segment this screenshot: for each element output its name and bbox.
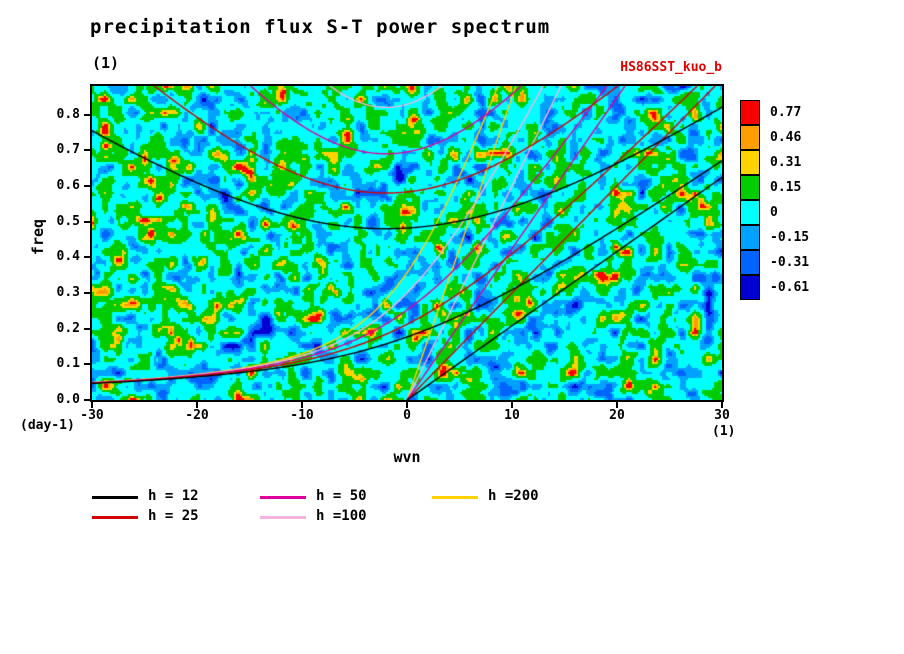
- run-label: HS86SST_kuo_b: [620, 60, 722, 75]
- colorbar-label: -0.31: [770, 255, 810, 270]
- plot-title: precipitation flux S-T power spectrum: [90, 16, 551, 38]
- y-tick-label: 0.6: [56, 177, 80, 193]
- x-tick-mark: [196, 402, 198, 408]
- x-axis-unit: (1): [712, 424, 736, 439]
- y-tick-mark: [84, 363, 90, 366]
- x-tick-label: -10: [290, 408, 314, 423]
- plot-subtitle: (1): [92, 54, 120, 72]
- colorbar-swatch: [740, 175, 760, 200]
- legend-line: [432, 496, 478, 499]
- x-tick-mark: [406, 402, 408, 408]
- x-tick-label: -30: [80, 408, 104, 423]
- y-tick-label: 0.3: [56, 284, 80, 300]
- colorbar-label: -0.61: [770, 280, 810, 295]
- y-tick-mark: [84, 327, 90, 330]
- colorbar-swatch: [740, 100, 760, 125]
- colorbar-swatch: [740, 200, 760, 225]
- colorbar: 0.77 0.46 0.31 0.15 0 -0.15 -0.31 -0.61: [740, 100, 880, 300]
- colorbar-swatch: [740, 125, 760, 150]
- y-tick-mark: [84, 113, 90, 116]
- y-tick-label: 0.4: [56, 249, 80, 265]
- colorbar-swatch: [740, 225, 760, 250]
- legend-label: h = 50: [316, 488, 367, 504]
- legend-line: [92, 516, 138, 519]
- x-tick-label: 10: [504, 408, 520, 423]
- legend-line: [260, 516, 306, 519]
- legend-line: [92, 496, 138, 499]
- colorbar-entry: -0.31: [740, 250, 809, 275]
- colorbar-label: 0.46: [770, 130, 802, 145]
- y-tick-mark: [84, 291, 90, 294]
- y-tick-mark: [84, 399, 90, 401]
- legend-label: h = 25: [148, 508, 199, 524]
- spectrum-field-canvas: [92, 86, 722, 400]
- colorbar-swatch: [740, 150, 760, 175]
- x-axis-label: wvn: [393, 448, 421, 466]
- colorbar-label: 0.15: [770, 180, 802, 195]
- legend-label: h =200: [488, 488, 539, 504]
- colorbar-entry: 0.77: [740, 100, 801, 125]
- plot-area: [90, 84, 724, 402]
- y-tick-mark: [84, 184, 90, 187]
- y-axis-unit: (day-1): [20, 418, 75, 433]
- y-tick-mark: [84, 220, 90, 223]
- y-tick-label: 0.2: [56, 320, 80, 336]
- x-tick-mark: [301, 402, 303, 408]
- colorbar-entry: 0.31: [740, 150, 801, 175]
- colorbar-label: -0.15: [770, 230, 810, 245]
- colorbar-entry: 0.15: [740, 175, 801, 200]
- colorbar-label: 0.77: [770, 105, 802, 120]
- colorbar-entry: -0.61: [740, 275, 809, 300]
- colorbar-entry: -0.15: [740, 225, 809, 250]
- legend-line: [260, 496, 306, 499]
- y-tick-label: 0.8: [56, 106, 80, 122]
- y-tick-mark: [84, 149, 90, 152]
- y-tick-label: 0.0: [56, 392, 80, 407]
- x-tick-label: -20: [185, 408, 209, 423]
- colorbar-entry: 0.46: [740, 125, 801, 150]
- x-tick-label: 30: [714, 408, 730, 423]
- x-tick-label: 20: [609, 408, 625, 423]
- y-tick-label: 0.1: [56, 356, 80, 372]
- colorbar-entry: 0: [740, 200, 778, 225]
- x-tick-label: 0: [403, 408, 411, 423]
- colorbar-swatch: [740, 250, 760, 275]
- colorbar-label: 0.31: [770, 155, 802, 170]
- y-tick-label: 0.7: [56, 142, 80, 158]
- colorbar-swatch: [740, 275, 760, 300]
- x-tick-mark: [91, 402, 93, 408]
- x-tick-mark: [721, 402, 723, 408]
- legend-label: h =100: [316, 508, 367, 524]
- y-tick-label: 0.5: [56, 213, 80, 229]
- legend-label: h = 12: [148, 488, 199, 504]
- y-tick-mark: [84, 256, 90, 259]
- x-tick-mark: [511, 402, 513, 408]
- colorbar-label: 0: [770, 205, 778, 220]
- x-tick-mark: [616, 402, 618, 408]
- legend: h = 12 h = 25 h = 50 h =100 h =200: [92, 486, 732, 534]
